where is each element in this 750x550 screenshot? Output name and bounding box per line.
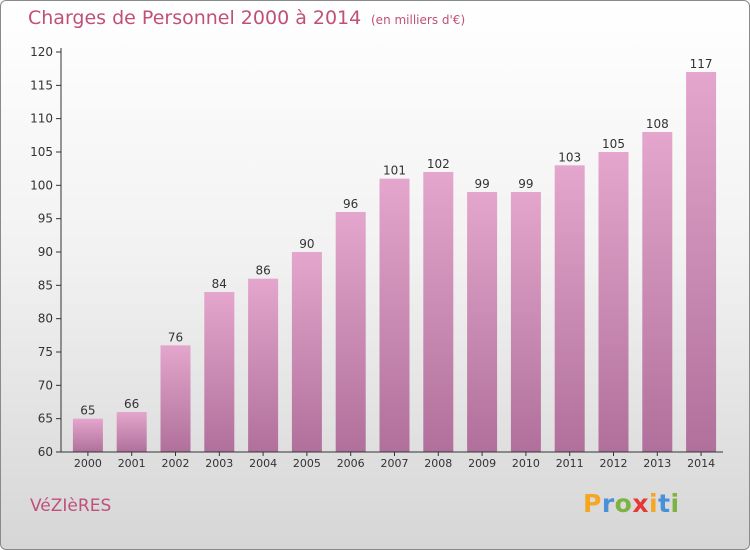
x-tick-label-2006: 2006 — [337, 457, 365, 470]
y-tick-label-65: 65 — [38, 412, 53, 426]
x-tick-label-2002: 2002 — [162, 457, 190, 470]
data-label-2004: 86 — [255, 264, 270, 278]
bar-2000 — [72, 418, 103, 452]
y-tick-label-100: 100 — [30, 178, 53, 192]
x-tick-label-2012: 2012 — [600, 457, 628, 470]
data-label-2006: 96 — [343, 197, 358, 211]
data-label-2000: 65 — [80, 404, 95, 418]
data-label-2001: 66 — [124, 397, 139, 411]
logo-letter: t — [658, 489, 671, 518]
logo-letter: o — [614, 489, 633, 518]
x-tick-label-2013: 2013 — [643, 457, 671, 470]
x-tick-label-2003: 2003 — [205, 457, 233, 470]
x-tick-label-2008: 2008 — [424, 457, 452, 470]
logo-letter: i — [649, 489, 659, 518]
y-tick-label-70: 70 — [38, 378, 53, 392]
y-tick-label-95: 95 — [38, 212, 53, 226]
data-label-2009: 99 — [474, 177, 489, 191]
y-tick-label-85: 85 — [38, 278, 53, 292]
proxiti-logo[interactable]: Proxiti — [583, 489, 680, 518]
bar-2014 — [686, 72, 717, 452]
x-tick-label-2005: 2005 — [293, 457, 321, 470]
bar-2010 — [510, 192, 541, 452]
bar-2001 — [116, 412, 147, 452]
bar-2013 — [642, 132, 673, 452]
y-tick-label-90: 90 — [38, 245, 53, 259]
bar-2004 — [248, 278, 279, 452]
x-tick-label-2007: 2007 — [381, 457, 409, 470]
y-tick-label-120: 120 — [30, 45, 53, 59]
x-tick-label-2000: 2000 — [74, 457, 102, 470]
data-label-2012: 105 — [602, 137, 625, 151]
y-tick-label-80: 80 — [38, 312, 53, 326]
bar-2008 — [423, 172, 454, 452]
logo-letter: r — [601, 489, 615, 518]
data-label-2010: 99 — [518, 177, 533, 191]
data-label-2003: 84 — [212, 277, 227, 291]
data-label-2002: 76 — [168, 330, 183, 344]
y-tick-label-110: 110 — [30, 112, 53, 126]
logo-letter: P — [583, 489, 602, 518]
bar-2003 — [204, 292, 235, 452]
x-tick-label-2014: 2014 — [687, 457, 715, 470]
commune-name: VéZIèRES — [30, 496, 112, 516]
y-tick-label-105: 105 — [30, 145, 53, 159]
bar-2005 — [291, 252, 322, 452]
bar-2011 — [554, 165, 585, 453]
bar-2006 — [335, 212, 366, 452]
chart-title: Charges de Personnel 2000 à 2014 — [28, 7, 362, 29]
y-tick-label-75: 75 — [38, 345, 53, 359]
y-tick-label-60: 60 — [38, 445, 53, 459]
bar-2009 — [467, 192, 498, 452]
x-tick-label-2004: 2004 — [249, 457, 277, 470]
data-label-2014: 117 — [690, 57, 713, 71]
x-tick-label-2011: 2011 — [556, 457, 584, 470]
chart-subtitle: (en milliers d'€) — [371, 13, 466, 27]
x-tick-label-2010: 2010 — [512, 457, 540, 470]
bar-2002 — [160, 345, 191, 452]
data-label-2011: 103 — [558, 150, 581, 164]
x-tick-label-2001: 2001 — [118, 457, 146, 470]
data-label-2005: 90 — [299, 237, 314, 251]
bar-2007 — [379, 178, 410, 452]
data-label-2008: 102 — [427, 157, 450, 171]
data-label-2013: 108 — [646, 117, 669, 131]
logo-letter: x — [632, 489, 649, 518]
data-label-2007: 101 — [383, 164, 406, 178]
y-tick-label-115: 115 — [30, 78, 53, 92]
x-tick-label-2009: 2009 — [468, 457, 496, 470]
bar-2012 — [598, 152, 629, 452]
logo-letter: i — [670, 489, 680, 518]
